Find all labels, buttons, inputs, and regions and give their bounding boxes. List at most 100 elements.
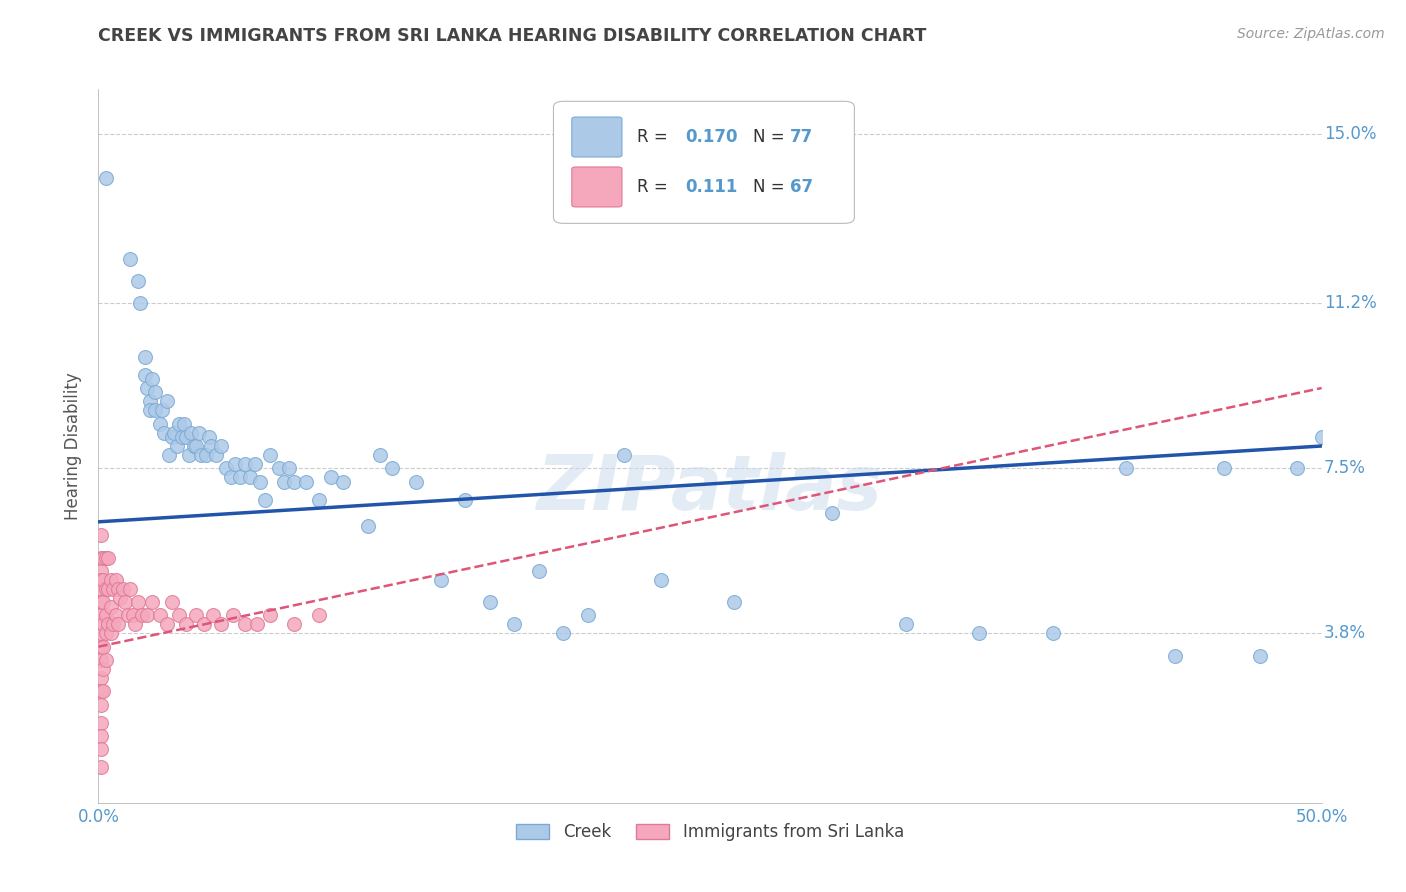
- Point: [156, 394, 179, 409]
- Point: [94, 653, 117, 667]
- Point: [139, 403, 162, 417]
- Point: [202, 608, 225, 623]
- Point: [1310, 430, 1333, 444]
- Point: [104, 573, 127, 587]
- Point: [381, 461, 404, 475]
- Point: [183, 439, 205, 453]
- Point: [197, 430, 219, 444]
- Point: [454, 492, 477, 507]
- Point: [100, 599, 122, 614]
- Point: [97, 617, 120, 632]
- Point: [283, 475, 305, 489]
- Text: 67: 67: [790, 178, 813, 196]
- Point: [90, 698, 112, 712]
- Point: [368, 448, 391, 462]
- Text: 0.170: 0.170: [686, 128, 738, 146]
- Text: R =: R =: [637, 128, 672, 146]
- Point: [177, 448, 200, 462]
- Point: [94, 626, 117, 640]
- Point: [139, 394, 162, 409]
- Point: [90, 550, 112, 565]
- Point: [90, 640, 112, 654]
- Point: [153, 425, 176, 440]
- Point: [107, 617, 129, 632]
- Point: [273, 475, 295, 489]
- Point: [233, 457, 256, 471]
- Point: [110, 591, 132, 605]
- Point: [149, 417, 172, 431]
- Point: [90, 671, 112, 685]
- Point: [91, 550, 114, 565]
- Point: [90, 653, 112, 667]
- Point: [332, 475, 354, 489]
- Text: 3.8%: 3.8%: [1324, 624, 1367, 642]
- Point: [156, 617, 179, 632]
- Text: R =: R =: [637, 178, 678, 196]
- Point: [233, 617, 256, 632]
- Point: [246, 617, 269, 632]
- Point: [503, 617, 526, 632]
- Point: [90, 595, 112, 609]
- Point: [90, 729, 112, 743]
- Text: N =: N =: [752, 128, 785, 146]
- Point: [104, 608, 127, 623]
- Point: [214, 461, 236, 475]
- Point: [149, 608, 172, 623]
- FancyBboxPatch shape: [554, 102, 855, 223]
- Point: [90, 582, 112, 596]
- Point: [1164, 648, 1187, 663]
- Text: ZIPatlas: ZIPatlas: [537, 452, 883, 525]
- Text: 7.5%: 7.5%: [1324, 459, 1367, 477]
- Point: [150, 403, 173, 417]
- Text: 15.0%: 15.0%: [1324, 125, 1376, 143]
- Point: [187, 425, 209, 440]
- Point: [127, 595, 149, 609]
- Point: [90, 715, 112, 730]
- Point: [129, 296, 152, 310]
- Point: [193, 617, 215, 632]
- Point: [141, 372, 163, 386]
- Point: [176, 617, 198, 632]
- Point: [356, 519, 378, 533]
- Point: [283, 617, 305, 632]
- Legend: Creek, Immigrants from Sri Lanka: Creek, Immigrants from Sri Lanka: [509, 817, 911, 848]
- Point: [167, 417, 190, 431]
- Point: [107, 582, 129, 596]
- Point: [229, 470, 252, 484]
- Point: [249, 475, 271, 489]
- Point: [553, 626, 575, 640]
- Point: [1212, 461, 1234, 475]
- Point: [90, 573, 112, 587]
- Point: [205, 448, 228, 462]
- Point: [186, 439, 208, 453]
- Point: [295, 475, 318, 489]
- Point: [308, 608, 330, 623]
- Y-axis label: Hearing Disability: Hearing Disability: [65, 372, 83, 520]
- Point: [143, 385, 166, 400]
- Point: [253, 492, 276, 507]
- Point: [967, 626, 990, 640]
- Point: [259, 448, 281, 462]
- Point: [1286, 461, 1309, 475]
- Point: [90, 684, 112, 698]
- Point: [186, 608, 208, 623]
- Point: [278, 461, 301, 475]
- Point: [90, 626, 112, 640]
- Point: [100, 626, 122, 640]
- Point: [1249, 648, 1271, 663]
- Point: [224, 457, 246, 471]
- Point: [91, 595, 114, 609]
- Point: [124, 617, 146, 632]
- Point: [94, 608, 117, 623]
- Point: [91, 662, 114, 676]
- Point: [91, 617, 114, 632]
- Point: [405, 475, 427, 489]
- Point: [209, 439, 232, 453]
- Point: [101, 582, 124, 596]
- Point: [219, 470, 242, 484]
- Point: [176, 430, 198, 444]
- Point: [259, 608, 281, 623]
- Point: [134, 350, 156, 364]
- FancyBboxPatch shape: [572, 117, 621, 157]
- Point: [121, 608, 143, 623]
